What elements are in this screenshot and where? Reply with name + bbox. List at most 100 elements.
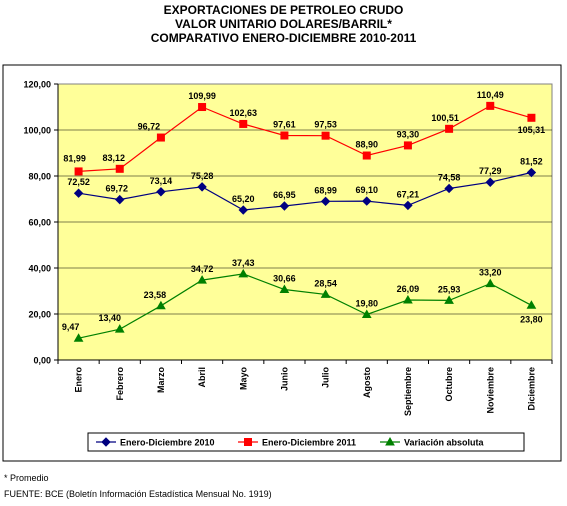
- legend-label: Enero-Diciembre 2010: [120, 438, 215, 448]
- data-label: 67,21: [397, 189, 420, 199]
- data-point-square: [239, 119, 248, 128]
- data-label: 30,66: [273, 273, 296, 283]
- data-label: 88,90: [355, 140, 378, 150]
- footnote-average: * Promedio: [4, 473, 49, 483]
- data-label: 68,99: [314, 185, 337, 195]
- data-point-diamond: [444, 183, 454, 194]
- y-tick-label: 40,00: [28, 264, 51, 274]
- data-point-square: [486, 101, 495, 110]
- data-point-diamond: [156, 187, 166, 197]
- data-point-triangle: [114, 324, 125, 333]
- x-tick-label: Diciembre: [526, 367, 536, 411]
- footnote-source: FUENTE: BCE (Boletín Información Estadís…: [4, 489, 272, 499]
- data-point-square: [445, 124, 454, 133]
- data-label: 73,14: [150, 176, 173, 186]
- x-tick-label: Julio: [321, 367, 331, 389]
- y-tick-label: 80,00: [28, 172, 51, 182]
- data-label: 69,10: [355, 185, 378, 195]
- data-label: 23,80: [520, 314, 543, 324]
- x-tick-label: Mayo: [238, 367, 248, 391]
- data-labels: 72,52 69,72 73,14 75,28 65,20 66,95 68,99 69,10…: [62, 90, 545, 332]
- data-point-diamond: [526, 167, 537, 178]
- data-point-triangle: [444, 295, 454, 304]
- x-tick-label: Abril: [197, 367, 207, 388]
- y-tick-label: 0,00: [33, 356, 51, 366]
- data-label: 26,09: [397, 284, 420, 294]
- data-point-diamond: [320, 196, 331, 207]
- data-point-triangle: [320, 289, 331, 298]
- legend-box: [87, 432, 525, 452]
- data-point-square: [527, 113, 536, 122]
- data-label: 69,72: [105, 184, 128, 194]
- data-label: 75,28: [191, 171, 214, 181]
- x-tick-label: Marzo: [156, 367, 166, 394]
- data-label: 96,72: [138, 122, 161, 132]
- data-point-square: [74, 167, 83, 176]
- data-point-diamond: [197, 182, 207, 192]
- x-tick-label: Septiembre: [403, 367, 413, 416]
- data-label: 37,43: [232, 258, 255, 268]
- data-point-square: [244, 438, 252, 446]
- data-label: 23,58: [144, 290, 167, 300]
- data-point-triangle: [238, 268, 249, 278]
- chart-title-line-1: EXPORTACIONES DE PETROLEO CRUDO: [163, 3, 404, 17]
- data-point-triangle: [403, 294, 413, 304]
- data-point-square: [156, 133, 165, 142]
- data-label: 110,49: [477, 90, 504, 100]
- data-label: 28,54: [314, 278, 337, 288]
- data-label: 109,99: [188, 91, 216, 101]
- legend: Enero-Diciembre 2010 Enero-Diciembre 2011…: [87, 432, 525, 452]
- data-label: 83,12: [102, 153, 125, 163]
- legend-label: Enero-Diciembre 2011: [262, 438, 356, 448]
- series-line-0: [78, 171, 532, 211]
- data-label: 100,51: [431, 113, 459, 123]
- data-point-triangle: [197, 275, 207, 284]
- data-point-square: [115, 164, 124, 173]
- data-point-square: [321, 131, 330, 140]
- data-label: 74,58: [438, 172, 461, 182]
- data-point-triangle: [279, 284, 290, 293]
- data-label: 105,31: [518, 125, 546, 135]
- data-point-diamond: [279, 201, 290, 211]
- x-tick-label: Octubre: [444, 367, 454, 402]
- data-point-triangle: [385, 436, 395, 446]
- x-tick-label: Enero: [74, 367, 84, 393]
- data-point-triangle: [73, 333, 84, 342]
- data-point-diamond: [115, 194, 125, 205]
- data-label: 65,20: [232, 194, 255, 204]
- y-tick-label: 60,00: [28, 218, 51, 228]
- x-tick-label: Agosto: [362, 367, 372, 398]
- x-tick-label: Noviembre: [485, 367, 495, 414]
- data-label: 25,93: [438, 284, 461, 294]
- data-label: 72,52: [67, 177, 90, 187]
- x-tick-label: Junio: [279, 366, 289, 391]
- data-point-diamond: [101, 437, 111, 447]
- chart-title-line-2: VALOR UNITARIO DOLARES/BARRIL*: [175, 17, 392, 31]
- gridlines: [58, 129, 552, 315]
- data-label: 9,47: [62, 322, 80, 332]
- axes: 0,00 20,00 40,00 60,00 80,00 100,00 120,00 Ener…: [23, 80, 553, 416]
- data-point-triangle: [526, 300, 537, 309]
- data-point-square: [403, 141, 412, 150]
- data-point-diamond: [485, 177, 495, 187]
- data-label: 97,53: [314, 120, 337, 130]
- chart-title-line-3: COMPARATIVO ENERO-DICIEMBRE 2010-2011: [150, 31, 417, 45]
- data-point-diamond: [362, 196, 372, 206]
- data-label: 97,61: [273, 119, 296, 129]
- data-label: 77,29: [479, 166, 502, 176]
- x-tick-label: Febrero: [115, 367, 125, 401]
- data-point-square: [362, 151, 371, 160]
- y-tick-label: 20,00: [28, 310, 51, 320]
- data-label: 93,30: [397, 129, 420, 139]
- data-point-diamond: [403, 200, 413, 211]
- data-point-square: [280, 131, 289, 140]
- data-point-triangle: [485, 278, 496, 288]
- data-label: 34,72: [191, 264, 214, 274]
- data-label: 66,95: [273, 190, 296, 200]
- data-point-square: [198, 103, 207, 112]
- data-label: 13,40: [98, 313, 121, 323]
- y-tick-label: 120,00: [23, 80, 51, 90]
- series-line-2: [78, 273, 532, 339]
- series-lines: [73, 101, 537, 342]
